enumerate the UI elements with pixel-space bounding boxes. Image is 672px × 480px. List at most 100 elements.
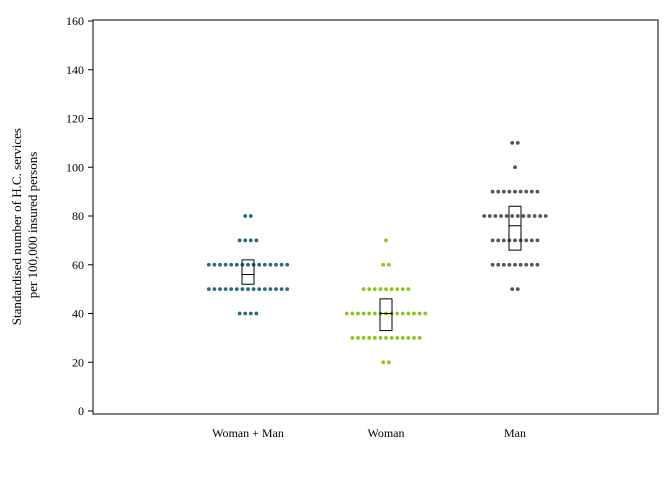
series-group — [206, 214, 290, 316]
data-point — [386, 262, 391, 267]
data-point — [212, 287, 217, 292]
data-point — [504, 214, 509, 218]
data-point — [378, 287, 383, 292]
data-point — [206, 287, 211, 292]
data-point — [206, 262, 211, 267]
data-point — [285, 262, 290, 267]
data-point — [384, 287, 388, 292]
data-point — [381, 262, 386, 267]
data-point — [482, 214, 487, 218]
data-point — [507, 262, 512, 267]
data-point — [229, 262, 234, 267]
data-point — [524, 262, 529, 267]
data-point — [521, 214, 526, 218]
y-axis-title-line-2: per 100,000 insured persons — [25, 152, 40, 299]
data-point — [356, 311, 360, 316]
data-point — [234, 287, 239, 292]
data-point — [285, 287, 290, 292]
data-point — [262, 287, 267, 292]
chart-marks — [206, 140, 548, 365]
data-point — [279, 262, 284, 267]
interquartile-box — [508, 205, 522, 251]
data-point — [254, 238, 259, 243]
y-tick-label: 40 — [72, 307, 84, 321]
data-point — [361, 287, 366, 292]
data-point — [257, 262, 262, 267]
data-point — [212, 262, 217, 267]
data-point — [262, 262, 267, 267]
data-point — [389, 287, 394, 292]
data-point — [384, 238, 388, 243]
data-point — [350, 311, 355, 316]
data-point — [529, 238, 534, 243]
data-point — [417, 335, 422, 340]
data-point — [496, 189, 501, 194]
data-point — [237, 311, 242, 316]
x-axis: Woman + Man Woman Man — [212, 426, 526, 440]
data-point — [529, 262, 534, 267]
data-point — [356, 335, 360, 340]
y-tick-label: 0 — [78, 404, 84, 418]
data-point — [535, 238, 540, 243]
data-point — [378, 335, 383, 340]
data-point — [386, 360, 391, 365]
series-group — [482, 140, 548, 292]
y-tick-label: 100 — [66, 160, 84, 174]
data-point — [493, 214, 498, 218]
data-point — [367, 287, 372, 292]
data-point — [510, 214, 515, 218]
data-point — [513, 189, 517, 194]
data-point — [532, 214, 537, 218]
data-point — [234, 262, 239, 267]
x-tick-label: Woman + Man — [212, 426, 284, 440]
data-point — [406, 287, 411, 292]
plot-frame — [92, 19, 659, 415]
data-point — [240, 287, 245, 292]
data-point — [361, 311, 366, 316]
y-tick-label: 80 — [72, 209, 84, 223]
data-point — [344, 311, 349, 316]
data-point — [496, 262, 501, 267]
data-point — [218, 287, 222, 292]
data-point — [350, 335, 355, 340]
data-point — [237, 238, 242, 243]
data-point — [223, 287, 228, 292]
series-group — [344, 238, 428, 365]
data-point — [274, 287, 278, 292]
data-point — [529, 189, 534, 194]
data-point — [400, 287, 405, 292]
y-tick-label: 140 — [66, 63, 84, 77]
data-point — [254, 311, 259, 316]
data-point — [490, 262, 495, 267]
y-axis-title-line-1: Standardised number of H.C. services — [9, 128, 24, 325]
data-point — [513, 262, 517, 267]
data-point — [248, 214, 253, 218]
data-point — [381, 360, 386, 365]
y-axis-title: Standardised number of H.C. services per… — [9, 125, 40, 325]
data-point — [223, 262, 228, 267]
interquartile-box — [241, 259, 255, 285]
data-point — [395, 335, 400, 340]
data-point — [367, 335, 372, 340]
data-point — [535, 262, 540, 267]
data-point — [367, 311, 372, 316]
data-point — [243, 214, 248, 218]
data-point — [406, 311, 411, 316]
data-point — [412, 311, 416, 316]
data-point — [372, 287, 377, 292]
data-point — [412, 335, 416, 340]
data-point — [246, 262, 250, 267]
data-point — [515, 140, 520, 145]
data-point — [274, 262, 278, 267]
data-point — [524, 238, 529, 243]
data-point — [501, 238, 506, 243]
x-tick-label: Woman — [367, 426, 404, 440]
data-point — [361, 335, 366, 340]
data-point — [513, 238, 517, 243]
data-point — [510, 140, 515, 145]
data-point — [490, 238, 495, 243]
data-point — [248, 238, 253, 243]
data-point — [496, 238, 501, 243]
data-point — [490, 189, 495, 194]
